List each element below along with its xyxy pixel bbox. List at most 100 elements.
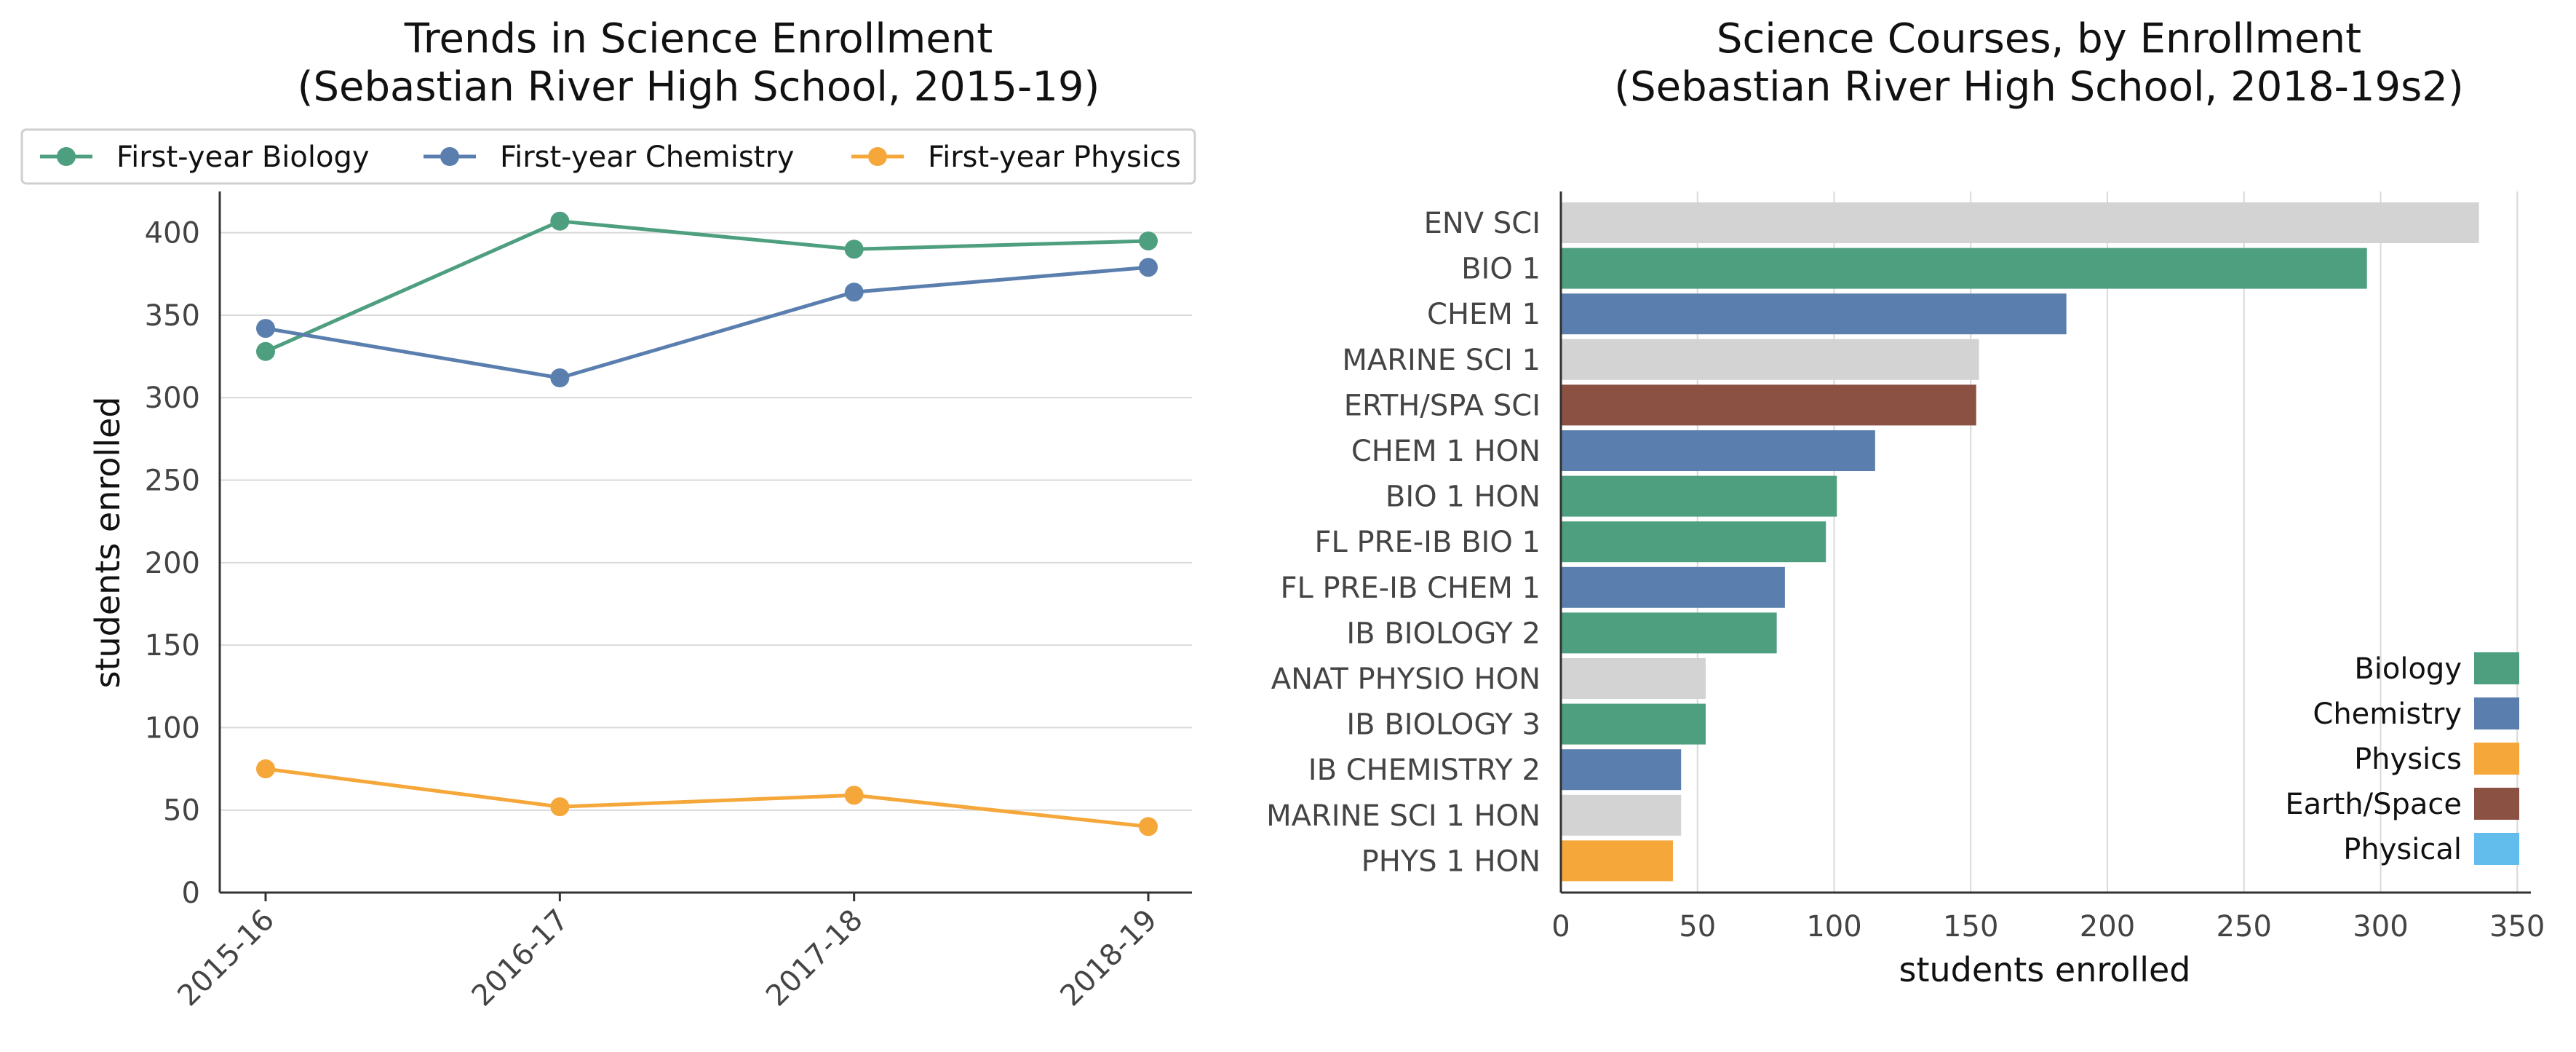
data-point	[1139, 258, 1158, 277]
category-label: ANAT PHYSIO HON	[1271, 663, 1541, 696]
data-point	[550, 368, 570, 388]
x-tick-label: 100	[1806, 910, 1861, 944]
bar-chart-title-line2: (Sebastian River High School, 2018-19s2)	[1614, 63, 2464, 111]
legend-label: Biology	[2354, 652, 2462, 686]
series-line	[264, 219, 1149, 354]
category-label: ERTH/SPA SCI	[1344, 389, 1541, 422]
bar	[1561, 566, 1785, 608]
legend-marker	[440, 147, 459, 166]
legend-label: Earth/Space	[2285, 788, 2462, 821]
bar-chart-legend: Biology Chemistry Physics Earth/Space Physic…	[2285, 652, 2519, 866]
series-line	[265, 767, 1149, 828]
y-tick-label: 300	[145, 381, 200, 415]
legend-label: Chemistry	[2313, 697, 2462, 731]
category-label: PHYS 1 HON	[1361, 845, 1541, 878]
x-tick-label: 300	[2353, 910, 2408, 944]
data-point	[1139, 231, 1158, 250]
bar	[1561, 384, 1976, 426]
category-label: CHEM 1 HON	[1351, 435, 1541, 468]
bar-chart-x-axis-label: students enrolled	[1899, 950, 2191, 989]
bar-chart: Science Courses, by Enrollment (Sebastia…	[1266, 15, 2545, 989]
legend-marker	[868, 147, 887, 166]
bar	[1561, 612, 1777, 654]
category-label: IB BIOLOGY 2	[1346, 617, 1541, 650]
legend-swatch	[2474, 833, 2519, 865]
y-tick-label: 100	[145, 711, 200, 745]
category-label: FL PRE-IB CHEM 1	[1280, 572, 1541, 605]
line-chart-legend: First-year Biology First-year Chemistry Fi…	[20, 128, 1196, 185]
series-line	[265, 265, 1149, 380]
bar-chart-x-ticks: 0 50 100 150 200 250 300 350	[1551, 910, 2545, 944]
data-point	[844, 786, 864, 805]
x-tick-label: 2016-17	[466, 903, 576, 1013]
line-chart-y-ticks: 0 50 100 150 200 250 300 350 400	[145, 217, 200, 910]
legend-label: First-year Biology	[116, 141, 370, 174]
bar	[1561, 248, 2367, 289]
category-label: CHEM 1	[1427, 298, 1541, 331]
x-tick-label: 50	[1679, 910, 1716, 944]
category-label: MARINE SCI 1	[1342, 344, 1541, 377]
y-tick-label: 50	[163, 794, 200, 828]
x-tick-label: 2017-18	[760, 903, 870, 1013]
legend-swatch	[2474, 697, 2519, 729]
category-label: FL PRE-IB BIO 1	[1315, 526, 1541, 559]
data-point	[550, 797, 570, 817]
category-label: IB CHEMISTRY 2	[1308, 754, 1541, 787]
data-point	[256, 341, 275, 361]
line-chart-title-line1: Trends in Science Enrollment	[404, 15, 993, 63]
bar	[1561, 703, 1706, 745]
data-point	[1139, 817, 1158, 837]
line-chart-y-axis-label: students enrolled	[88, 397, 127, 689]
y-tick-label: 400	[145, 217, 200, 250]
x-tick-label: 0	[1551, 910, 1570, 944]
line-chart-gridlines	[220, 232, 1192, 811]
legend-swatch	[2474, 743, 2519, 775]
y-tick-label: 150	[145, 629, 200, 663]
data-point	[844, 240, 864, 259]
bar	[1561, 521, 1826, 563]
bar	[1561, 840, 1673, 882]
data-point	[256, 319, 275, 339]
x-tick-label: 2018-19	[1054, 903, 1164, 1013]
y-tick-label: 0	[182, 877, 200, 910]
x-tick-label: 350	[2489, 910, 2545, 944]
bar	[1561, 475, 1837, 517]
bar	[1561, 658, 1706, 699]
line-chart-series	[256, 211, 1158, 837]
line-chart-x-ticks: 2015-16 2016-17 2017-18 2018-19	[171, 893, 1164, 1013]
legend-swatch	[2474, 788, 2519, 820]
x-tick-label: 250	[2217, 910, 2272, 944]
x-tick-label: 200	[2080, 910, 2135, 944]
legend-label: Physics	[2354, 743, 2462, 776]
bar	[1561, 794, 1682, 836]
x-tick-label: 2015-16	[171, 903, 281, 1013]
category-label: BIO 1 HON	[1386, 480, 1541, 514]
line-chart: Trends in Science Enrollment (Sebastian …	[20, 15, 1196, 1013]
data-point	[844, 282, 864, 302]
legend-label: First-year Chemistry	[500, 141, 794, 174]
legend-swatch	[2474, 652, 2519, 684]
bar	[1561, 202, 2479, 243]
bar-chart-bars	[1561, 202, 2479, 882]
bar	[1561, 430, 1875, 471]
bar-chart-category-labels: ENV SCI BIO 1 CHEM 1 MARINE SCI 1 ERTH/SPA S…	[1266, 207, 1541, 878]
y-tick-label: 350	[145, 299, 200, 333]
bar	[1561, 293, 2067, 335]
category-label: IB BIOLOGY 3	[1346, 708, 1541, 742]
y-tick-label: 200	[145, 547, 200, 580]
legend-label: Physical	[2343, 833, 2462, 866]
data-point	[550, 211, 570, 231]
data-point	[256, 759, 275, 779]
y-tick-label: 250	[145, 464, 200, 498]
bar	[1561, 339, 1979, 380]
x-tick-label: 150	[1943, 910, 1998, 944]
bar-chart-title-line1: Science Courses, by Enrollment	[1717, 15, 2361, 63]
category-label: MARINE SCI 1 HON	[1266, 799, 1541, 833]
legend-marker	[57, 147, 76, 166]
legend-frame	[20, 128, 1196, 185]
category-label: BIO 1	[1461, 253, 1541, 286]
line-chart-title-line2: (Sebastian River High School, 2015-19)	[298, 63, 1100, 111]
category-label: ENV SCI	[1424, 207, 1541, 240]
legend-label: First-year Physics	[928, 141, 1181, 174]
